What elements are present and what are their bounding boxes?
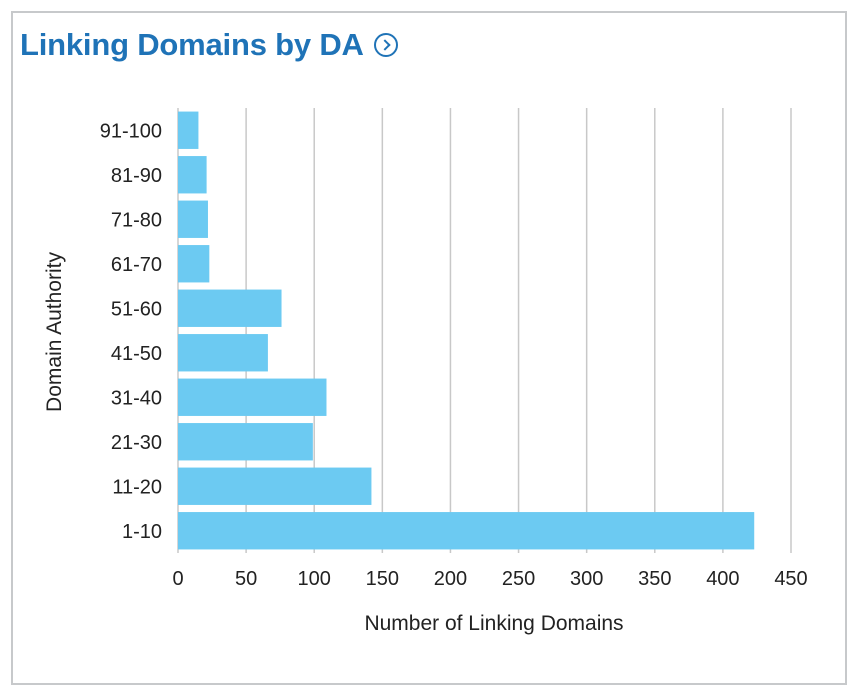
x-tick-label: 350 <box>638 568 671 590</box>
x-tick-label: 300 <box>570 568 603 590</box>
x-tick-label: 400 <box>706 568 739 590</box>
bar-61-70[interactable] <box>178 245 210 283</box>
x-tick-label: 250 <box>502 568 535 590</box>
bar-71-80[interactable] <box>178 200 208 238</box>
x-tick-label: 0 <box>172 568 183 590</box>
y-tick-label: 71-80 <box>111 209 162 231</box>
y-tick-label: 81-90 <box>111 165 162 187</box>
title-row: Linking Domains by DA <box>20 22 398 66</box>
y-tick-label: 21-30 <box>111 432 162 454</box>
bar-11-20[interactable] <box>178 467 372 505</box>
bar-51-60[interactable] <box>178 289 282 327</box>
y-tick-label: 1-10 <box>122 521 162 543</box>
x-tick-label: 50 <box>235 568 257 590</box>
bar-81-90[interactable] <box>178 156 207 194</box>
bar-1-10[interactable] <box>178 512 755 550</box>
x-tick-label: 450 <box>774 568 807 590</box>
x-tick-label: 200 <box>434 568 467 590</box>
x-axis-label: Number of Linking Domains <box>364 612 623 635</box>
bar-21-30[interactable] <box>178 423 313 461</box>
y-tick-label: 41-50 <box>111 343 162 365</box>
y-tick-label: 91-100 <box>100 120 162 142</box>
chevron-right-circle-icon[interactable] <box>373 33 398 57</box>
y-tick-label: 11-20 <box>112 476 162 498</box>
y-tick-labels: 91-100 81-90 71-80 61-70 51-60 41-50 31-40 21-3… <box>100 120 162 543</box>
chart-title: Linking Domains by DA <box>20 26 364 62</box>
y-tick-label: 51-60 <box>111 298 162 320</box>
bar-31-40[interactable] <box>178 378 327 416</box>
x-tick-label: 150 <box>366 568 399 590</box>
bar-41-50[interactable] <box>178 334 268 372</box>
y-tick-label: 31-40 <box>111 387 162 409</box>
chart-panel <box>11 11 847 685</box>
x-tick-label: 100 <box>298 568 331 590</box>
y-axis-label: Domain Authority <box>43 252 66 412</box>
y-tick-label: 61-70 <box>111 254 162 276</box>
bar-91-100[interactable] <box>178 111 199 149</box>
bars <box>178 111 755 550</box>
x-tick-labels: 0 50 100 150 200 250 300 350 400 450 <box>172 568 807 590</box>
gridlines <box>177 108 792 553</box>
